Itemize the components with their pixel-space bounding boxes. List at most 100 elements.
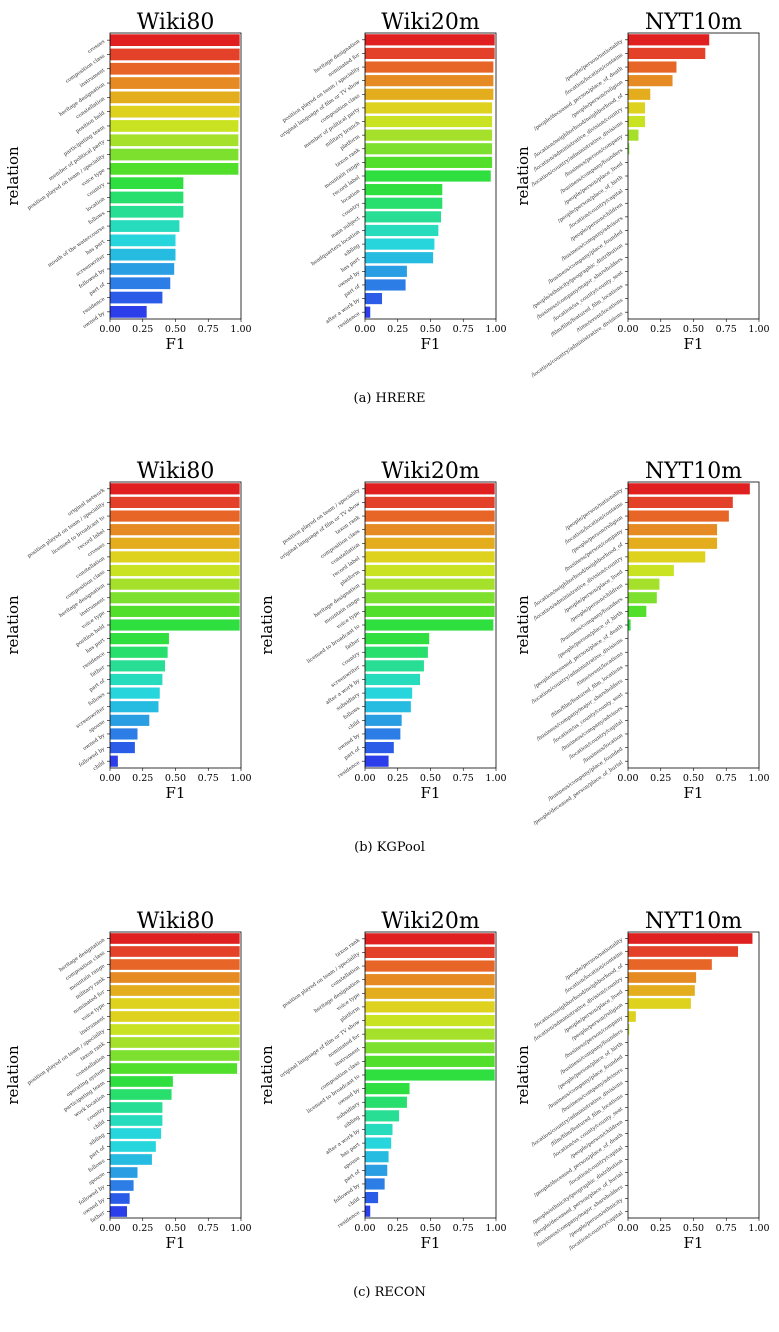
bar	[110, 1089, 172, 1100]
x-tick-label: 0.75	[198, 324, 219, 335]
x-tick-label: 1.00	[485, 1223, 506, 1234]
bar	[628, 483, 750, 495]
x-tick-label: 0.75	[453, 324, 474, 335]
category-tick-label: father	[90, 664, 107, 678]
x-tick-label: 0.00	[617, 1223, 638, 1234]
bar	[110, 633, 169, 645]
panel-caption: (b) KGPool	[354, 840, 425, 855]
bar	[110, 578, 240, 590]
bar	[365, 673, 421, 686]
bar	[365, 933, 495, 945]
x-tick-label: 0.25	[132, 1223, 153, 1234]
category-tick-label: father	[345, 637, 362, 651]
bar	[628, 985, 695, 996]
bar	[365, 660, 424, 672]
category-tick-label: /business/company/place_founded	[547, 746, 624, 803]
x-tick-label: 0.50	[420, 773, 441, 784]
bar	[365, 279, 406, 291]
category-tick-label: sibling	[343, 1114, 361, 1129]
y-axis-label: relation	[258, 595, 276, 655]
bar	[110, 483, 240, 495]
bar	[365, 88, 494, 100]
category-tick-label: child	[92, 760, 107, 773]
bar	[365, 633, 430, 645]
bar	[365, 1014, 495, 1027]
category-tick-label: spouse	[343, 1155, 361, 1170]
bar	[110, 277, 171, 290]
x-tick-label: 0.50	[683, 1223, 704, 1234]
x-tick-label: 0.25	[650, 773, 671, 784]
bar	[110, 741, 135, 754]
axes-frame	[109, 32, 242, 320]
category-tick-label: child	[92, 1119, 107, 1132]
x-axis-label: F1	[166, 1234, 186, 1252]
bar	[365, 1164, 388, 1176]
bar	[365, 306, 371, 318]
bar	[110, 605, 240, 617]
bar	[365, 115, 493, 128]
x-tick-label: 0.25	[387, 773, 408, 784]
bar	[110, 946, 240, 957]
bar	[365, 510, 495, 522]
bar	[365, 1096, 407, 1108]
bar	[365, 646, 428, 658]
bar	[110, 1050, 240, 1061]
bar	[365, 1042, 495, 1054]
bar	[365, 1151, 389, 1163]
y-axis-label: relation	[514, 146, 532, 206]
x-tick-label: 0.25	[650, 324, 671, 335]
chart-title: Wiki20m	[381, 10, 480, 35]
bar	[110, 592, 240, 604]
bar	[110, 728, 138, 740]
bar	[365, 714, 402, 726]
category-tick-label: follows	[87, 210, 106, 226]
bar	[365, 1123, 393, 1136]
x-tick-label: 0.50	[683, 324, 704, 335]
bar	[365, 537, 495, 549]
panel-caption: (c) RECON	[353, 1285, 426, 1300]
bar	[365, 1205, 371, 1217]
bar	[110, 933, 240, 944]
bar	[110, 148, 239, 161]
bar	[110, 687, 160, 699]
x-tick-label: 0.75	[716, 324, 737, 335]
bar	[110, 985, 240, 996]
bar	[365, 946, 495, 959]
x-tick-label: 1.00	[485, 773, 506, 784]
bar	[365, 483, 495, 495]
x-axis-label: F1	[421, 335, 441, 353]
bar	[365, 1137, 392, 1149]
bar	[110, 998, 240, 1009]
bar	[110, 660, 166, 672]
bar	[365, 605, 495, 617]
chart-title: NYT10m	[645, 909, 742, 934]
x-tick-label: 1.00	[748, 1223, 769, 1234]
x-tick-label: 1.00	[485, 324, 506, 335]
bar	[628, 143, 630, 155]
bar	[110, 1102, 163, 1113]
bar	[628, 592, 657, 604]
bar	[365, 1055, 495, 1067]
x-tick-label: 0.25	[387, 1223, 408, 1234]
bar	[628, 578, 660, 590]
bar	[365, 47, 495, 60]
bar	[110, 120, 239, 132]
x-tick-label: 0.00	[617, 324, 638, 335]
bar	[365, 1028, 495, 1040]
bar	[110, 551, 240, 563]
category-tick-label: spouse	[88, 719, 106, 734]
bar	[110, 1167, 138, 1178]
chart-title: NYT10m	[645, 459, 742, 484]
bar	[110, 105, 240, 118]
bar	[110, 191, 184, 204]
category-tick-label: part of	[88, 678, 107, 694]
bar	[628, 998, 691, 1009]
bar	[365, 564, 495, 577]
y-axis-label: relation	[4, 595, 22, 655]
bar	[365, 61, 494, 73]
y-axis-label: relation	[258, 1045, 276, 1105]
bar	[110, 177, 184, 190]
x-tick-label: 0.25	[387, 324, 408, 335]
bar	[628, 115, 646, 128]
x-axis-label: F1	[684, 784, 704, 802]
